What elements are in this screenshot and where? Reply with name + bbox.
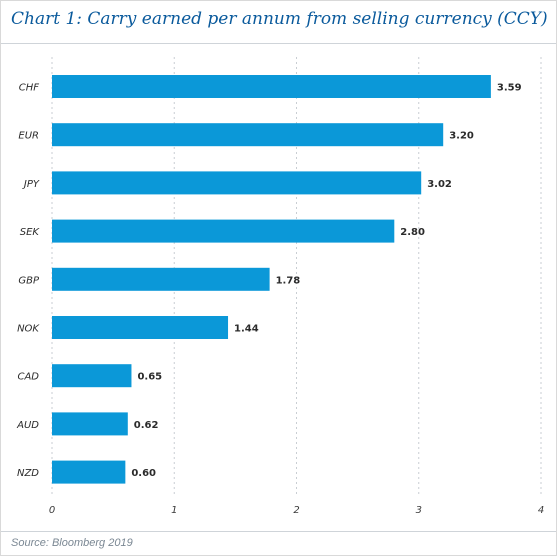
data-label: 3.59: [497, 83, 522, 94]
title-divider: [1, 43, 556, 44]
bar-chf: [52, 75, 491, 98]
data-label: 1.78: [276, 275, 301, 286]
data-label: 0.60: [131, 468, 156, 479]
bar-cad: [52, 364, 132, 388]
category-label: CAD: [17, 372, 39, 383]
bar-nzd: [52, 460, 126, 484]
chart-title: Chart 1: Carry earned per annum from sel…: [11, 9, 548, 29]
bar-aud: [52, 412, 128, 436]
category-label: AUD: [16, 420, 39, 431]
data-label: 0.62: [134, 420, 159, 431]
labels: 0 1 2 3 4 CHF 3.59 EUR 3.20 JPY 3.02 SEK 2.80 GBP 1.78…: [16, 83, 544, 517]
data-label: 1.44: [234, 324, 259, 335]
data-label: 3.02: [427, 179, 452, 190]
source-divider: [1, 531, 556, 532]
category-label: NOK: [17, 324, 40, 335]
bar-gbp: [52, 267, 270, 291]
x-tick-label: 3: [416, 505, 422, 516]
source-note: Source: Bloomberg 2019: [11, 537, 133, 549]
bar-nok: [52, 316, 229, 339]
x-tick-label: 2: [293, 505, 299, 516]
bar-eur: [52, 123, 444, 147]
x-tick-label: 4: [538, 505, 544, 516]
category-label: GBP: [18, 275, 40, 286]
category-label: CHF: [19, 83, 40, 94]
category-label: JPY: [22, 179, 40, 190]
bar-sek: [52, 219, 395, 243]
data-label: 0.65: [137, 372, 162, 383]
data-label: 3.20: [449, 131, 474, 142]
data-label: 2.80: [400, 227, 425, 238]
bar-jpy: [52, 171, 422, 195]
bars: [52, 75, 491, 484]
bar-chart: 0 1 2 3 4 CHF 3.59 EUR 3.20 JPY 3.02 SEK 2.80 GBP 1.78…: [16, 57, 544, 517]
category-label: NZD: [17, 468, 39, 479]
x-tick-label: 1: [171, 505, 177, 516]
x-tick-label: 0: [49, 505, 55, 516]
category-label: EUR: [18, 131, 39, 142]
category-label: SEK: [20, 227, 41, 238]
